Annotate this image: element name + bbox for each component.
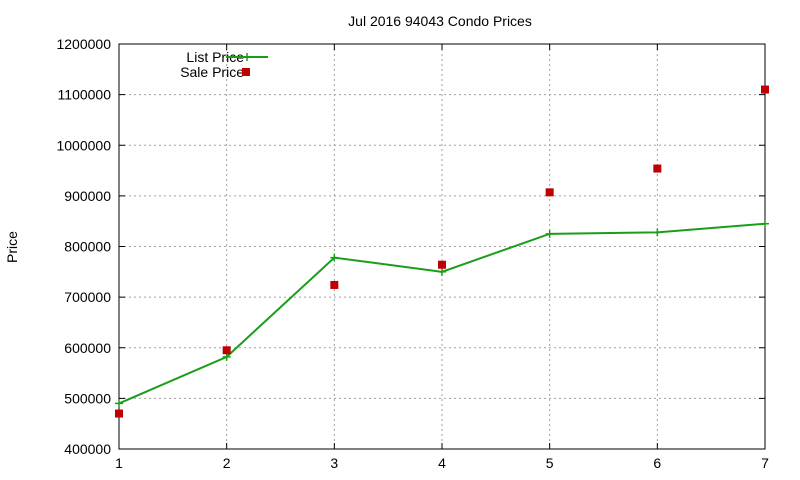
data-point [115, 409, 123, 418]
data-point [545, 229, 554, 238]
data-point [438, 267, 446, 276]
x-tick-label: 7 [761, 455, 769, 471]
y-tick-label: 800000 [64, 239, 111, 255]
legend-label: List Price [186, 49, 244, 65]
y-tick-label: 600000 [64, 340, 111, 356]
data-point [761, 219, 769, 228]
series-list-price [115, 219, 769, 408]
series-sale-price [115, 85, 769, 418]
x-tick-label: 1 [115, 455, 123, 471]
data-point [545, 188, 554, 197]
chart-series [115, 85, 769, 418]
y-tick-label: 1100000 [58, 87, 112, 103]
x-tick-label: 5 [546, 455, 554, 471]
grid-lines [119, 44, 765, 449]
x-tick-label: 4 [438, 455, 446, 471]
data-point [115, 399, 123, 408]
data-point [653, 228, 662, 237]
axis-ticks: 400000 500000 600000 700000 800000 900000 1000… [56, 36, 769, 471]
y-tick-label: 500000 [64, 390, 111, 406]
y-tick-label: 1000000 [56, 137, 111, 153]
x-tick-label: 2 [223, 455, 231, 471]
data-point [438, 260, 446, 269]
data-point [330, 253, 339, 262]
legend-swatch-marker [243, 53, 251, 61]
x-tick-label: 6 [653, 455, 661, 471]
data-point [653, 164, 662, 173]
data-point [330, 280, 339, 289]
legend-label: Sale Price [180, 64, 244, 80]
y-tick-label: 1200000 [56, 36, 111, 52]
data-point [761, 85, 769, 94]
y-tick-label: 900000 [64, 188, 111, 204]
y-axis-label: Price [4, 231, 20, 263]
legend-swatch-marker [242, 68, 250, 76]
data-point [222, 346, 231, 355]
y-tick-label: 400000 [64, 441, 111, 457]
chart-title: Jul 2016 94043 Condo Prices [348, 13, 532, 29]
y-tick-label: 700000 [64, 289, 111, 305]
x-tick-label: 3 [330, 455, 338, 471]
